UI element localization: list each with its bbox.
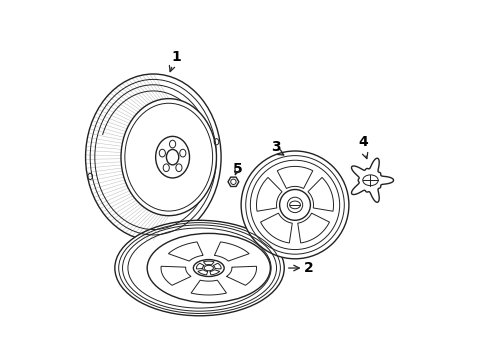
Ellipse shape [167,149,179,165]
Polygon shape [203,261,214,265]
Text: 5: 5 [233,162,243,176]
Ellipse shape [363,175,378,186]
Ellipse shape [159,149,166,157]
Polygon shape [169,242,203,261]
Polygon shape [215,242,249,261]
Text: 2: 2 [304,261,314,275]
Circle shape [280,189,311,220]
Polygon shape [210,270,220,275]
Ellipse shape [163,164,170,172]
Circle shape [231,179,236,184]
Circle shape [287,197,303,213]
Text: 4: 4 [358,135,368,149]
Ellipse shape [121,99,217,216]
Polygon shape [298,213,329,243]
Ellipse shape [156,136,190,178]
Polygon shape [161,266,191,285]
Polygon shape [213,263,221,269]
Text: 3: 3 [271,140,281,154]
Polygon shape [257,177,282,211]
Ellipse shape [194,260,224,276]
Ellipse shape [176,164,182,172]
Polygon shape [228,177,239,186]
Text: 1: 1 [172,50,181,64]
Polygon shape [191,280,226,295]
Ellipse shape [180,149,186,157]
Ellipse shape [115,220,284,316]
Ellipse shape [170,140,176,148]
Polygon shape [308,177,334,211]
Ellipse shape [86,74,221,240]
Ellipse shape [147,233,270,303]
Polygon shape [277,166,313,189]
Polygon shape [198,270,208,275]
Polygon shape [261,213,292,243]
Circle shape [241,151,349,259]
Polygon shape [226,266,256,285]
Polygon shape [351,158,393,202]
Polygon shape [196,263,204,269]
